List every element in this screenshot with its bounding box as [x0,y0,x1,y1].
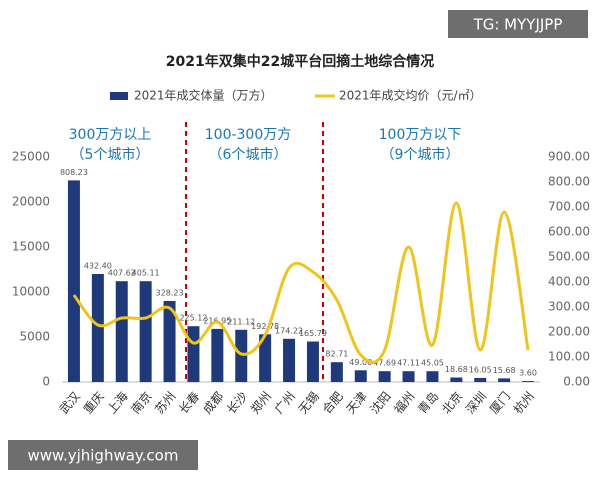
bar [474,377,487,382]
bar-label: 82.71 [325,350,348,359]
y2-tick-label: 800.00 [548,175,590,189]
bar [211,328,224,382]
bar [91,274,104,382]
watermark-box [448,10,588,38]
legend-label: 2021年成交均价（元/㎡） [339,88,482,103]
x-tick-label: 郑州 [247,389,274,417]
y-tick-label: 20000 [12,195,50,209]
y-tick-label: 15000 [12,240,50,254]
bar-label: 192.78 [251,322,279,331]
y-tick-label: 25000 [12,150,50,164]
group-label: 100万方以下 [379,127,462,143]
x-tick-label: 厦门 [486,389,513,417]
bar-label: 328.23 [156,289,184,298]
bar-label: 174.22 [275,326,303,335]
bar [187,326,200,382]
x-tick-label: 福州 [391,389,418,417]
watermark-box [8,440,198,470]
group-label: （6个城市） [209,146,288,163]
bar-label: 211.12 [227,317,255,326]
x-tick-label: 杭州 [510,389,537,417]
bar [426,371,439,382]
bar-label: 45.05 [421,359,444,368]
group-label: 100-300万方 [205,127,292,143]
group-label: （5个城市） [71,146,150,163]
bar [498,378,511,382]
x-tick-label: 天津 [344,389,370,416]
x-tick-label: 武汉 [57,389,83,416]
bar-label: 808.23 [60,168,88,177]
y2-tick-label: 0.00 [563,375,590,389]
bar-label: 15.68 [493,366,516,375]
legend-swatch [110,92,128,100]
y-tick-label: 0 [42,375,50,389]
watermark: www.yjhighway.com [28,447,179,465]
legend-label: 2021年成交体量（万方） [134,88,273,103]
bar-label: 407.62 [108,269,136,278]
x-tick-label: 长沙 [224,389,250,416]
bar [306,341,319,382]
group-label: （9个城市） [381,146,460,163]
x-tick-label: 沈阳 [367,389,394,417]
bar [115,281,128,382]
bar-label: 47.11 [397,359,420,368]
y2-tick-label: 500.00 [548,250,590,264]
bar-label: 225.12 [179,314,207,323]
x-tick-label: 深圳 [463,389,489,416]
y2-tick-label: 400.00 [548,275,590,289]
bar [283,338,296,382]
x-tick-label: 青岛 [415,389,442,417]
y2-tick-label: 700.00 [548,200,590,214]
bar [139,281,152,382]
bar [67,180,80,382]
x-tick-label: 无锡 [295,389,322,417]
bar-label: 165.79 [299,329,327,338]
bar [354,370,367,382]
y2-tick-label: 200.00 [548,325,590,339]
x-tick-label: 北京 [439,389,465,416]
x-tick-label: 南京 [128,389,155,417]
x-tick-label: 成都 [200,389,226,416]
bar [330,362,343,382]
line [72,201,530,364]
bar [235,329,248,382]
bar [450,377,463,382]
x-tick-label: 重庆 [81,389,107,416]
bar-label: 16.05 [469,365,492,374]
chart-title: 2021年双集中22城平台回摘土地综合情况 [166,53,434,70]
x-tick-label: 合肥 [319,389,346,417]
bar [402,371,415,382]
bar-label: 49.00 [349,358,372,367]
y2-tick-label: 100.00 [548,350,590,364]
x-tick-label: 广州 [272,389,298,416]
bar [259,334,272,382]
bar-label: 18.68 [445,365,468,374]
bar-label: 47.69 [373,359,396,368]
bar [378,371,391,382]
bar [522,381,535,382]
bar-label: 3.60 [519,369,537,378]
y2-tick-label: 900.00 [548,150,590,164]
watermark: TG: MYYJJPP [473,16,563,34]
y2-tick-label: 600.00 [548,225,590,239]
y-tick-label: 10000 [12,285,50,299]
bar-label: 432.40 [84,262,112,271]
x-tick-label: 苏州 [152,389,178,416]
y2-tick-label: 300.00 [548,300,590,314]
x-tick-label: 长春 [176,389,202,416]
x-tick-label: 上海 [104,389,131,417]
y-tick-label: 5000 [19,330,50,344]
group-label: 300万方以上 [69,127,152,143]
bar-label: 405.11 [132,269,160,278]
bar [163,301,176,382]
